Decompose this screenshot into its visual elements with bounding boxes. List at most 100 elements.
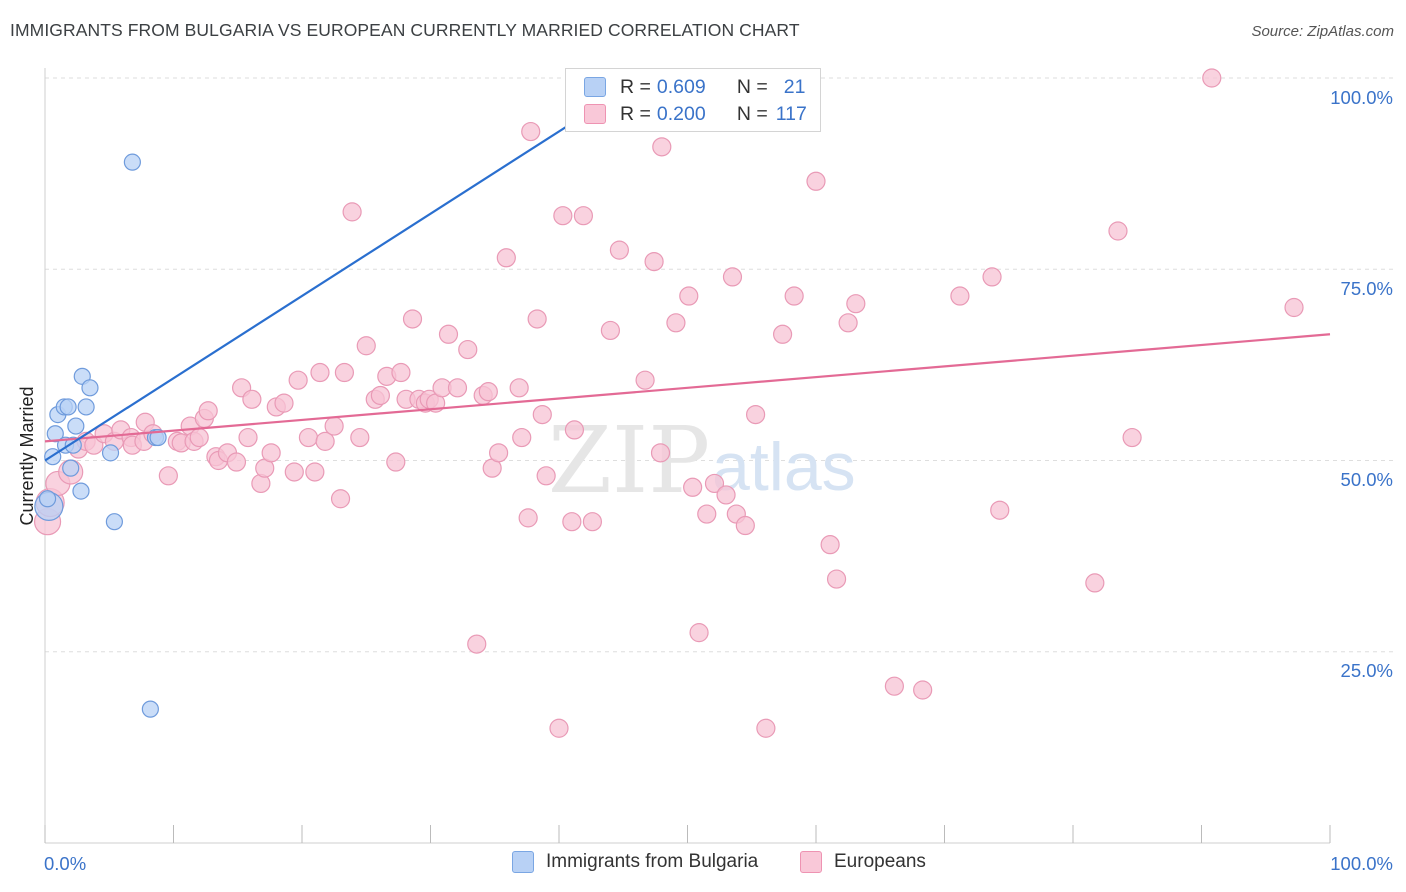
europeans-point xyxy=(324,416,344,436)
europeans-point xyxy=(288,370,308,390)
europeans-point xyxy=(527,309,547,329)
europeans-point xyxy=(315,431,335,451)
europeans-point xyxy=(772,324,793,344)
legend-row-bulgaria: R = 0.609 N = 21 xyxy=(584,74,805,100)
europeans-point xyxy=(509,378,529,398)
europeans-point xyxy=(846,294,866,314)
legend-n-value-bulgaria: 21 xyxy=(783,75,806,98)
europeans-point xyxy=(342,202,362,222)
europeans-point xyxy=(189,427,209,448)
stats-legend: R = 0.609 N = 21 R = 0.200 N = 117 xyxy=(565,68,821,132)
europeans-point xyxy=(532,405,552,425)
europeans-point xyxy=(600,320,621,341)
europeans-point xyxy=(350,427,370,448)
europeans-point xyxy=(950,286,970,306)
europeans-point xyxy=(735,515,755,536)
bulgaria-point xyxy=(72,482,90,500)
europeans-point xyxy=(562,512,582,532)
europeans-point xyxy=(238,427,258,448)
europeans-point xyxy=(1284,297,1304,318)
europeans-point xyxy=(666,313,686,333)
chart-title: IMMIGRANTS FROM BULGARIA VS EUROPEAN CUR… xyxy=(10,20,800,40)
europeans-point xyxy=(756,718,776,738)
europeans-points xyxy=(33,68,1304,738)
legend-n-label: N = xyxy=(736,75,768,98)
europeans-point xyxy=(697,504,717,524)
europeans-point xyxy=(391,362,411,383)
europeans-point xyxy=(990,500,1010,520)
legend-r-label: R = xyxy=(620,102,651,125)
europeans-point xyxy=(518,508,538,528)
europeans-point xyxy=(784,286,804,306)
bulgaria-point xyxy=(62,459,80,477)
europeans-point xyxy=(1122,427,1142,448)
europeans-point xyxy=(334,362,355,383)
bulgaria-point xyxy=(59,398,77,416)
europeans-point xyxy=(704,473,725,494)
legend-swatch-bulgaria xyxy=(584,77,606,97)
europeans-point xyxy=(582,512,603,532)
watermark: ZIP atlas xyxy=(548,407,856,514)
bulgaria-point xyxy=(101,444,120,462)
europeans-point xyxy=(198,401,218,421)
series-legend-bulgaria: Immigrants from Bulgaria xyxy=(512,851,758,873)
europeans-point xyxy=(838,313,858,333)
europeans-point xyxy=(553,206,573,226)
legend-r-label: R = xyxy=(620,75,651,98)
europeans-point xyxy=(370,385,390,406)
europeans-point xyxy=(242,389,262,409)
legend-swatch-europeans xyxy=(584,104,606,124)
europeans-point xyxy=(536,466,556,486)
europeans-point xyxy=(274,393,294,413)
legend-n-label: N = xyxy=(736,102,768,125)
europeans-point xyxy=(564,420,585,440)
europeans-point xyxy=(261,443,281,463)
legend-r-value-europeans: 0.200 xyxy=(656,102,706,125)
europeans-point xyxy=(226,452,247,472)
europeans-trend-line xyxy=(44,333,1331,443)
europeans-point xyxy=(913,680,933,700)
europeans-point xyxy=(158,466,178,486)
europeans-point xyxy=(820,535,840,555)
bulgaria-point xyxy=(149,428,167,447)
europeans-point xyxy=(679,286,699,306)
chart-source: Source: ZipAtlas.com xyxy=(1251,23,1394,40)
bulgaria-point xyxy=(77,398,95,416)
europeans-point xyxy=(683,477,703,497)
europeans-point xyxy=(298,427,319,448)
europeans-point xyxy=(806,171,826,191)
europeans-point xyxy=(496,248,516,268)
series-swatch-bulgaria xyxy=(512,851,534,873)
bulgaria-points xyxy=(34,153,167,718)
europeans-point xyxy=(356,336,376,356)
europeans-point xyxy=(512,427,532,448)
europeans-point xyxy=(722,267,743,287)
bulgaria-point xyxy=(64,436,82,454)
europeans-point xyxy=(284,462,304,482)
bulgaria-point xyxy=(81,379,99,397)
europeans-point xyxy=(689,623,709,643)
europeans-point xyxy=(652,137,672,157)
y-tick-label-100: 100.0% xyxy=(1330,87,1393,108)
y-axis-title: Currently Married xyxy=(17,386,37,525)
axis-labels: 0.0% 100.0% 25.0% 50.0% 75.0% 100.0% Cur… xyxy=(17,87,1393,874)
europeans-point xyxy=(1108,221,1128,241)
series-label-bulgaria: Immigrants from Bulgaria xyxy=(546,851,759,872)
europeans-point xyxy=(746,405,766,425)
europeans-point xyxy=(489,443,509,463)
watermark-atlas: atlas xyxy=(712,429,856,505)
europeans-point xyxy=(330,489,351,509)
y-tick-label-75: 75.0% xyxy=(1341,278,1393,299)
europeans-point xyxy=(521,121,541,142)
x-tick-label-max: 100.0% xyxy=(1330,853,1393,874)
x-tick-label-min: 0.0% xyxy=(44,853,86,874)
trend-lines xyxy=(44,77,1331,462)
europeans-point xyxy=(635,370,655,390)
europeans-point xyxy=(982,267,1002,287)
europeans-point xyxy=(1085,573,1105,593)
bulgaria-point xyxy=(141,700,159,718)
bulgaria-trend-line xyxy=(44,77,644,462)
europeans-point xyxy=(467,634,487,654)
europeans-point xyxy=(402,309,423,329)
